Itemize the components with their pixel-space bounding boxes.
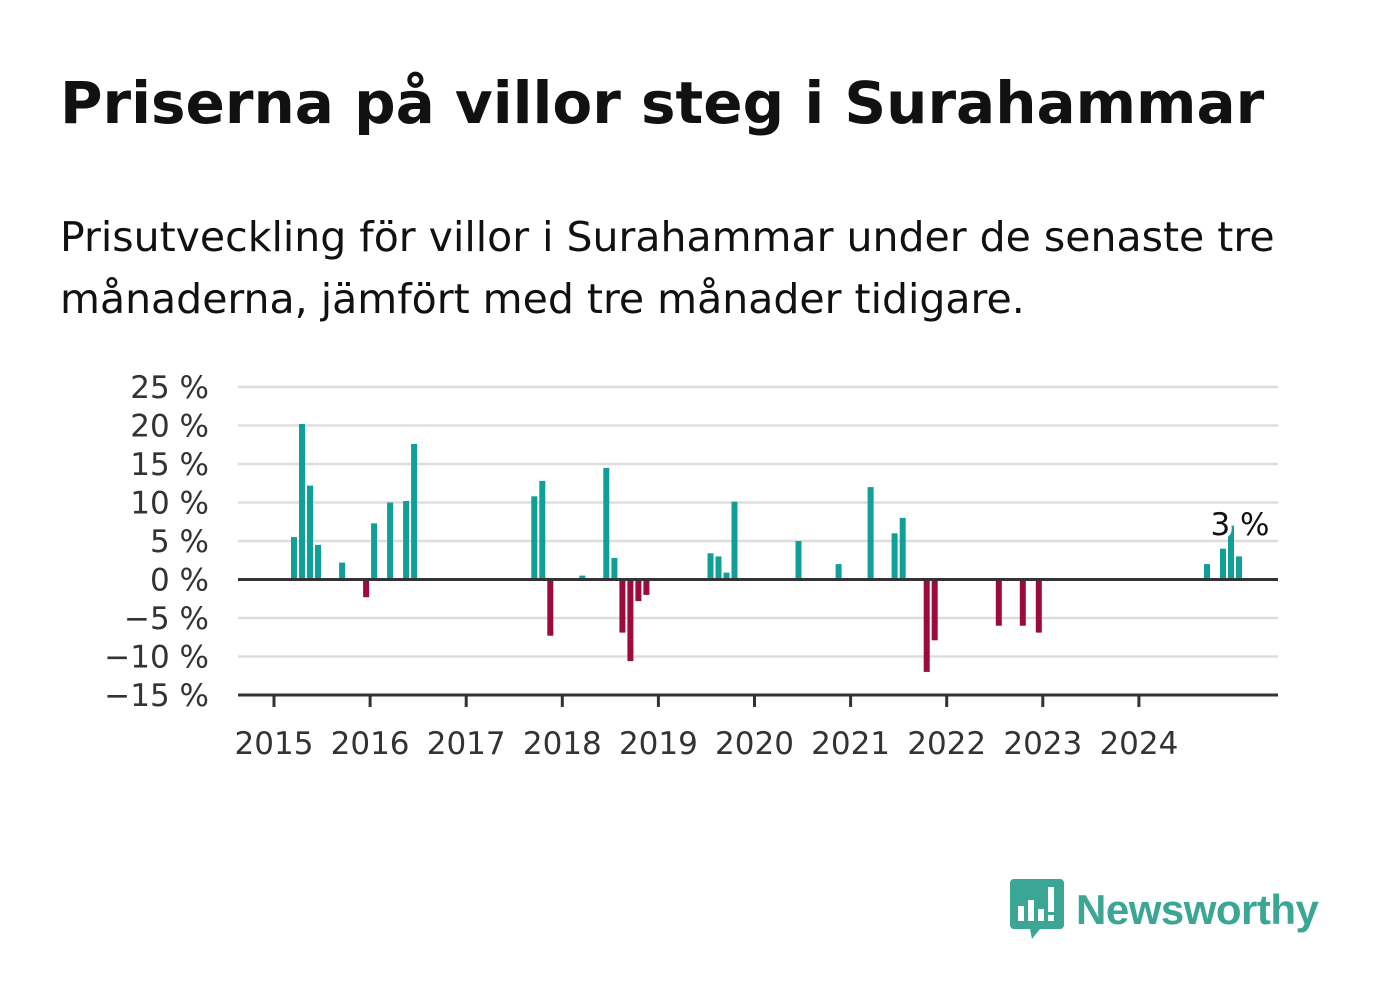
x-tick-label: 2024 (1099, 726, 1178, 762)
bar-2016-05 (403, 501, 410, 580)
x-tick-label: 2020 (715, 726, 794, 762)
bar-2018-10 (635, 579, 642, 602)
grid-lines (238, 385, 1278, 658)
bar-2025-01 (1236, 556, 1242, 580)
bar-2021-07 (899, 517, 906, 580)
newsworthy-logo: Newsworthy (1010, 878, 1330, 942)
y-tick-label: 15 % (130, 447, 209, 483)
y-tick-label: 0 % (150, 563, 209, 599)
bar-2021-10 (923, 579, 930, 672)
bar-2021-11 (931, 579, 938, 641)
latest-value-label: 3 % (1210, 507, 1269, 543)
bar-2015-05 (307, 485, 313, 580)
newsworthy-logo-icon (1010, 879, 1064, 939)
bar-2019-10 (731, 501, 738, 580)
x-tick-label: 2021 (811, 726, 890, 762)
brand-name: Newsworthy (1076, 886, 1319, 933)
bar-2015-12 (363, 579, 370, 598)
y-axis-tick-labels: 25 %20 %15 %10 %5 %0 %−5 %−10 %−15 % (104, 370, 209, 714)
bar-2018-08 (619, 579, 626, 633)
bars (291, 424, 1242, 672)
x-tick-label: 2019 (619, 726, 698, 762)
bar-2017-09 (531, 496, 538, 580)
bar-2021-03 (867, 487, 874, 580)
bar-2017-10 (539, 480, 546, 580)
x-tick-label: 2015 (235, 726, 314, 762)
bar-2022-10 (1019, 579, 1026, 626)
x-tick-label: 2023 (1003, 726, 1082, 762)
x-axis-tick-labels: 2015 2016 2017 2018 2019 2020 2021 2022 2023 2024 (235, 726, 1179, 762)
bar-2019-09 (723, 572, 730, 580)
x-tick-label: 2017 (427, 726, 506, 762)
axes (238, 578, 1278, 707)
bar-2018-07 (611, 557, 618, 580)
y-tick-label: 25 % (130, 370, 209, 406)
bar-2015-06 (315, 544, 321, 580)
bar-2022-07 (995, 579, 1002, 626)
bar-2018-11 (643, 579, 650, 595)
y-tick-label: 10 % (130, 486, 209, 522)
bar-2015-03 (291, 537, 297, 580)
x-tick-label: 2018 (523, 726, 602, 762)
bar-2024-09 (1204, 564, 1210, 580)
bar-2017-11 (547, 579, 554, 636)
x-tick-label: 2022 (907, 726, 986, 762)
y-tick-label: −10 % (104, 640, 209, 676)
bar-2018-09 (627, 579, 634, 662)
bar-2019-08 (715, 556, 722, 580)
bar-2018-06 (603, 467, 610, 580)
bar-2021-06 (891, 533, 898, 580)
x-tick-label: 2016 (331, 726, 410, 762)
bar-2018-03 (579, 575, 586, 580)
bar-2022-12 (1035, 579, 1042, 633)
bar-2024-11 (1220, 548, 1226, 580)
bar-2015-04 (299, 424, 305, 580)
chart-title: Priserna på villor steg i Surahammar (60, 69, 1265, 137)
annotations: 3 % (1206, 503, 1273, 547)
bar-2016-01 (371, 523, 378, 580)
y-tick-label: −5 % (124, 601, 209, 637)
y-tick-label: −15 % (104, 678, 209, 714)
bar-2020-06 (795, 541, 802, 580)
bar-2024-12 (1228, 525, 1234, 580)
bar-2016-06 (411, 444, 418, 580)
y-tick-label: 5 % (150, 524, 209, 560)
bar-2019-07 (707, 553, 714, 580)
chart-subtitle: Prisutveckling för villor i Surahammar u… (60, 213, 1275, 323)
bar-2016-03 (387, 502, 394, 580)
y-tick-label: 20 % (130, 409, 209, 445)
bar-2015-09 (339, 562, 346, 580)
bar-2020-11 (835, 564, 842, 580)
